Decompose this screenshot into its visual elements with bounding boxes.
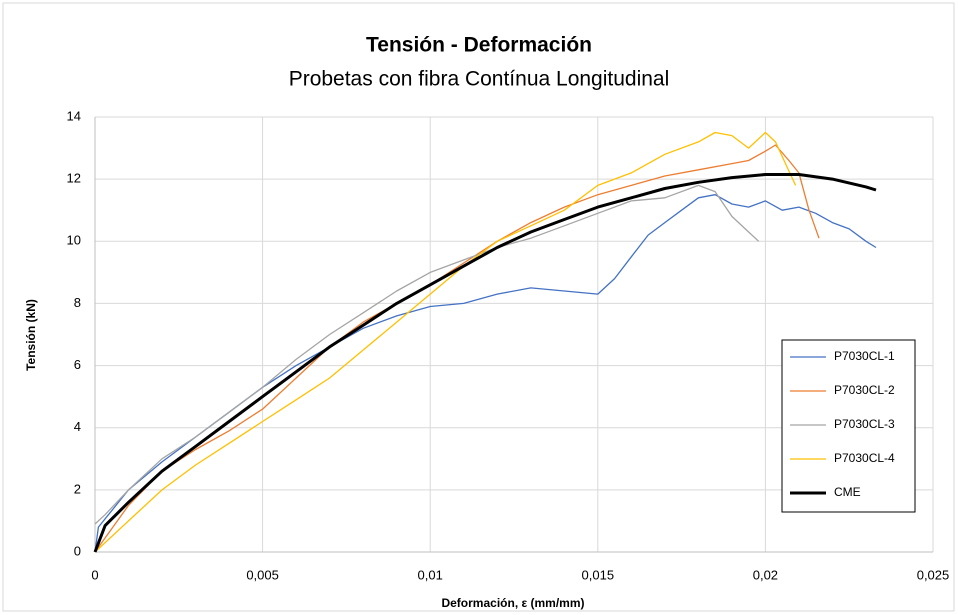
x-tick-label: 0	[91, 567, 98, 582]
y-tick-label: 0	[74, 543, 81, 558]
x-tick-label: 0,025	[917, 567, 950, 582]
legend-label: CME	[834, 485, 861, 499]
y-axis-label: Tensión (kN)	[24, 299, 38, 371]
y-tick-label: 12	[67, 171, 81, 186]
x-tick-label: 0,015	[582, 567, 615, 582]
series-line	[94, 184, 760, 525]
x-axis-label: Deformación, ε (mm/mm)	[441, 596, 584, 610]
series-line	[94, 131, 797, 553]
y-tick-label: 4	[74, 419, 81, 434]
legend-label: P7030CL-1	[834, 349, 895, 363]
series-line	[93, 173, 877, 553]
chart-subtitle: Probetas con fibra Contínua Longitudinal	[289, 68, 670, 91]
legend-box	[781, 339, 916, 513]
legend-label: P7030CL-3	[834, 417, 895, 431]
y-tick-label: 6	[74, 357, 81, 372]
y-tick-label: 8	[74, 295, 81, 310]
x-tick-label: 0,02	[753, 567, 778, 582]
series-line	[94, 144, 820, 553]
y-tick-label: 14	[67, 108, 81, 123]
legend-label: P7030CL-4	[834, 451, 895, 465]
chart-title: Tensión - Deformación	[366, 34, 592, 57]
x-tick-label: 0,005	[246, 567, 279, 582]
y-tick-label: 10	[67, 233, 81, 248]
x-tick-label: 0,01	[418, 567, 443, 582]
legend-label: P7030CL-2	[834, 383, 895, 397]
y-tick-label: 2	[74, 481, 81, 496]
